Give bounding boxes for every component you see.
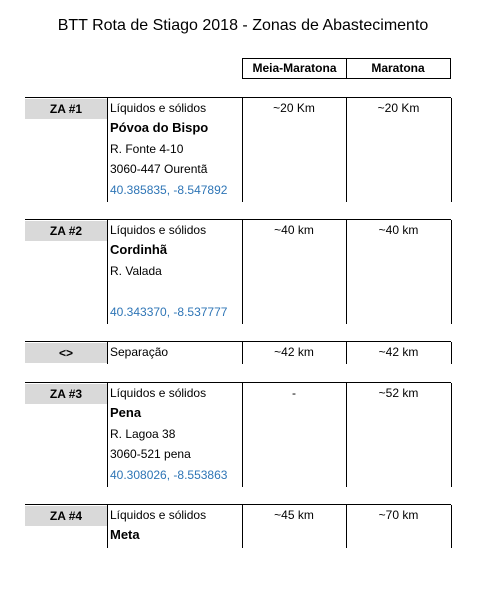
distance: ~70 km: [378, 508, 419, 522]
distance: ~42 km: [378, 345, 419, 359]
rule: [107, 220, 108, 324]
rule: [107, 98, 108, 202]
address: R. Fonte 4-10: [110, 141, 184, 156]
rule: [451, 383, 452, 487]
place-name: Meta: [110, 527, 140, 543]
distance: ~45 km: [274, 508, 314, 522]
kind: Líquidos e sólidos: [110, 101, 207, 115]
rule: [242, 383, 243, 487]
header-cell: Maratona: [346, 58, 451, 79]
place-name: Cordinhã: [110, 242, 168, 258]
rule: [25, 341, 451, 342]
rule: [346, 342, 347, 365]
place-name: Póvoa do Bispo: [110, 120, 209, 136]
rule: [346, 383, 347, 487]
rule: [242, 220, 243, 324]
coords: 40.385835, -8.547892: [110, 182, 228, 197]
rule: [25, 504, 451, 505]
address: 3060-447 Ourentã: [110, 162, 208, 177]
distance: ~20 Km: [273, 101, 315, 115]
coords: 40.308026, -8.553863: [110, 467, 228, 482]
rule: [25, 219, 451, 220]
header-cell: Meia-Maratona: [242, 58, 347, 79]
place-name: Pena: [110, 405, 142, 421]
kind: Separação: [110, 345, 169, 359]
rule: [451, 220, 452, 324]
rule: [107, 383, 108, 487]
distance: ~20 Km: [377, 101, 420, 115]
rule: [346, 505, 347, 548]
label-cell: ZA #3: [25, 384, 107, 404]
distance: ~42 km: [274, 345, 314, 359]
rule: [451, 505, 452, 548]
rule: [107, 505, 108, 548]
rule: [107, 342, 108, 365]
rule: [242, 98, 243, 202]
rule: [346, 220, 347, 324]
rule: [451, 342, 452, 365]
title: BTT Rota de Stiago 2018 - Zonas de Abast…: [57, 17, 429, 34]
rule: [346, 98, 347, 202]
kind: Líquidos e sólidos: [110, 508, 207, 522]
kind: Líquidos e sólidos: [110, 223, 207, 237]
distance: -: [292, 386, 296, 400]
kind: Líquidos e sólidos: [110, 386, 207, 400]
coords: 40.343370, -8.537777: [110, 304, 228, 319]
rule: [242, 505, 243, 548]
label-cell: <>: [25, 343, 107, 363]
rule: [451, 98, 452, 202]
address: R. Lagoa 38: [110, 426, 176, 441]
distance: ~52 km: [378, 386, 419, 400]
distance: ~40 km: [378, 223, 419, 237]
rule: [242, 342, 243, 365]
distance: ~40 km: [274, 223, 314, 237]
rule: [25, 97, 451, 98]
label-cell: ZA #4: [25, 506, 107, 526]
label-cell: ZA #1: [25, 99, 107, 119]
address: 3060-521 pena: [110, 447, 191, 462]
rule: [25, 382, 451, 383]
address: R. Valada: [110, 263, 162, 278]
label-cell: ZA #2: [25, 221, 107, 241]
